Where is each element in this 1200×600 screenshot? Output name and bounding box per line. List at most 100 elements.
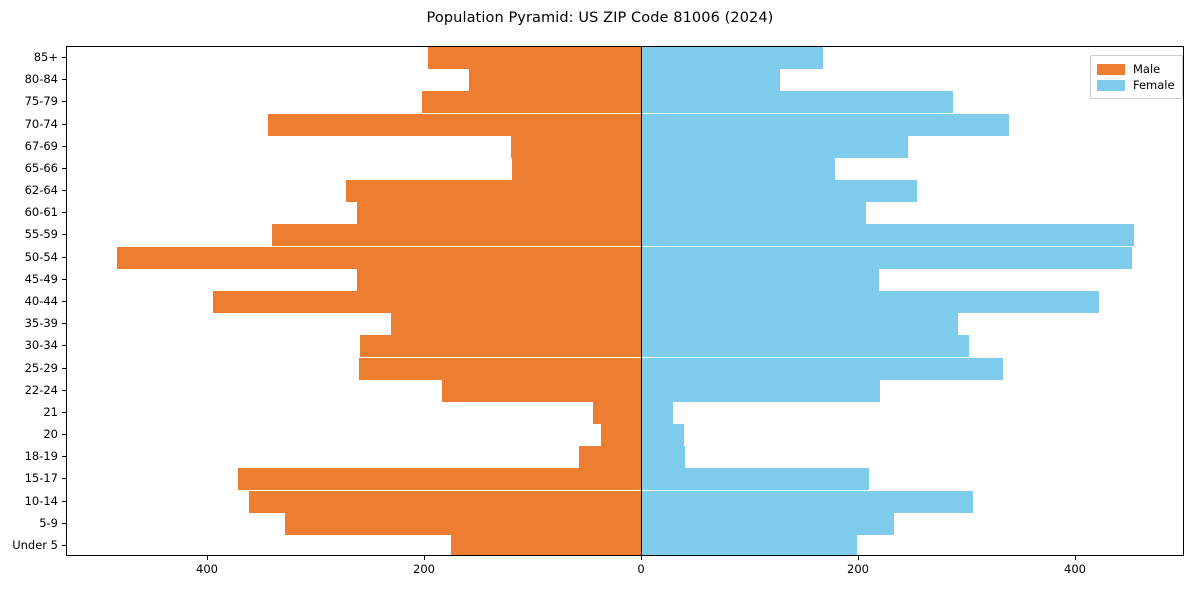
bar-male[interactable]: [600, 424, 642, 447]
y-axis-tick: [62, 500, 66, 502]
pyramid-row: [67, 401, 1183, 424]
bar-male[interactable]: [358, 357, 642, 380]
x-axis-tick: [641, 556, 642, 560]
bar-male[interactable]: [451, 534, 642, 555]
pyramid-row: [67, 379, 1183, 402]
bar-female[interactable]: [642, 202, 866, 225]
bar-male[interactable]: [249, 490, 642, 513]
pyramid-row: [67, 335, 1183, 358]
bar-female[interactable]: [642, 379, 880, 402]
y-axis-tick: [62, 256, 66, 258]
bar-female[interactable]: [642, 246, 1133, 269]
pyramid-row: [67, 468, 1183, 491]
legend-item-female[interactable]: Female: [1097, 77, 1175, 93]
bar-female[interactable]: [642, 180, 917, 203]
pyramid-row: [67, 268, 1183, 291]
pyramid-row: [67, 291, 1183, 313]
y-axis-labels: 85+ 80-84 75-79 70-74 67-69 65-66 62-64 60-61 55…: [0, 46, 58, 556]
pyramid-row: [67, 490, 1183, 513]
y-axis-tick: [62, 123, 66, 125]
bar-male[interactable]: [356, 268, 642, 291]
pyramid-row: [67, 113, 1183, 136]
bar-male[interactable]: [469, 69, 642, 92]
pyramid-row: [67, 424, 1183, 447]
bar-female[interactable]: [642, 157, 836, 180]
y-axis-tick: [62, 301, 66, 302]
y-axis-label: 85+: [33, 50, 58, 65]
y-axis-tick: [62, 234, 66, 236]
y-axis-label: 55-59: [24, 227, 58, 242]
bar-female[interactable]: [642, 424, 685, 447]
y-axis-ticks: [62, 46, 66, 556]
bar-male[interactable]: [391, 313, 642, 336]
y-axis-tick: [62, 434, 66, 436]
bar-male[interactable]: [511, 157, 642, 180]
bar-male[interactable]: [579, 446, 642, 469]
pyramid-row: [67, 47, 1183, 70]
y-axis-label: 80-84: [24, 72, 58, 87]
bar-male[interactable]: [116, 246, 642, 269]
y-axis-label: 5-9: [39, 515, 58, 530]
bar-female[interactable]: [642, 69, 780, 92]
bar-female[interactable]: [642, 357, 1004, 380]
y-axis-tick: [62, 411, 66, 413]
y-axis-tick: [62, 278, 66, 280]
bar-female[interactable]: [642, 490, 973, 513]
legend-label-female: Female: [1133, 78, 1175, 92]
bar-male[interactable]: [272, 224, 642, 247]
bar-male[interactable]: [285, 512, 642, 535]
y-axis-tick: [62, 79, 66, 81]
bar-male[interactable]: [238, 468, 642, 491]
bar-female[interactable]: [642, 47, 824, 70]
x-axis-label: 200: [847, 562, 869, 576]
pyramid-row: [67, 69, 1183, 92]
y-axis-label: 50-54: [24, 249, 58, 264]
y-axis-label: 62-64: [24, 183, 58, 198]
bar-female[interactable]: [642, 91, 954, 114]
x-axis-tick: [1075, 556, 1076, 560]
bar-male[interactable]: [267, 113, 642, 136]
bar-female[interactable]: [642, 313, 958, 336]
x-axis-label: 400: [1064, 562, 1086, 576]
bar-female[interactable]: [642, 291, 1099, 313]
bar-female[interactable]: [642, 512, 894, 535]
bar-female[interactable]: [642, 113, 1009, 136]
x-axis-tick: [207, 556, 208, 560]
bar-female[interactable]: [642, 335, 969, 358]
bar-male[interactable]: [421, 91, 642, 114]
bar-male[interactable]: [442, 379, 642, 402]
legend-item-male[interactable]: Male: [1097, 61, 1175, 77]
bar-male[interactable]: [213, 291, 642, 313]
chart-legend: Male Female: [1090, 55, 1183, 99]
pyramid-row: [67, 135, 1183, 158]
y-axis-label: 22-24: [24, 382, 58, 397]
y-axis-label: 60-61: [24, 205, 58, 220]
bar-female[interactable]: [642, 401, 674, 424]
y-axis-label: 70-74: [24, 116, 58, 131]
bar-female[interactable]: [642, 446, 686, 469]
y-axis-label: 18-19: [24, 449, 58, 464]
y-axis-tick: [62, 345, 66, 347]
bar-male[interactable]: [593, 401, 642, 424]
bar-female[interactable]: [642, 534, 857, 555]
pyramid-row: [67, 313, 1183, 336]
y-axis-tick: [62, 101, 66, 103]
legend-swatch-male-icon: [1097, 63, 1125, 75]
y-axis-label: 10-14: [24, 493, 58, 508]
y-axis-tick: [62, 212, 66, 214]
bar-female[interactable]: [642, 224, 1134, 247]
y-axis-label: 30-34: [24, 338, 58, 353]
bar-female[interactable]: [642, 268, 879, 291]
bar-male[interactable]: [428, 47, 642, 70]
bar-male[interactable]: [356, 202, 642, 225]
bar-male[interactable]: [345, 180, 642, 203]
y-axis-tick: [62, 544, 66, 546]
pyramid-row: [67, 180, 1183, 203]
bar-male[interactable]: [359, 335, 642, 358]
bar-male[interactable]: [510, 135, 642, 158]
pyramid-row: [67, 91, 1183, 114]
y-axis-label: 75-79: [24, 94, 58, 109]
bar-female[interactable]: [642, 135, 908, 158]
bar-female[interactable]: [642, 468, 869, 491]
